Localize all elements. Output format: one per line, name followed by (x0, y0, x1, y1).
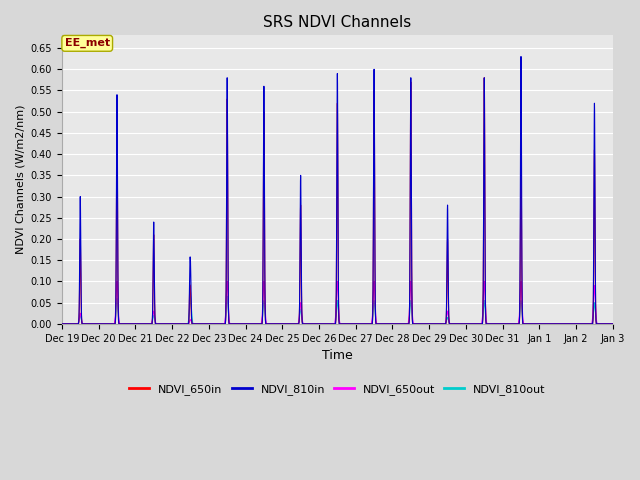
Legend: NDVI_650in, NDVI_810in, NDVI_650out, NDVI_810out: NDVI_650in, NDVI_810in, NDVI_650out, NDV… (125, 379, 550, 399)
Text: EE_met: EE_met (65, 38, 110, 48)
Title: SRS NDVI Channels: SRS NDVI Channels (263, 15, 412, 30)
X-axis label: Time: Time (322, 349, 353, 362)
Y-axis label: NDVI Channels (W/m2/nm): NDVI Channels (W/m2/nm) (15, 105, 25, 254)
